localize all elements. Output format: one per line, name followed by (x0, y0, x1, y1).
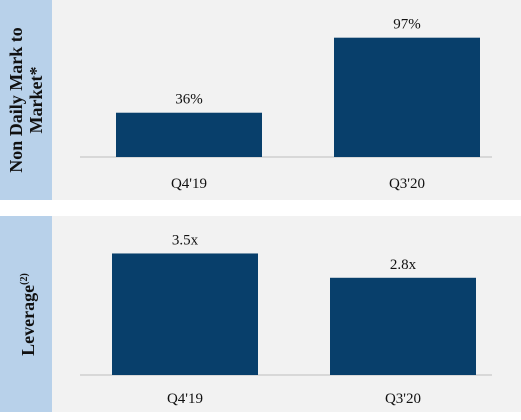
y-axis-label-main: Leverage (17, 284, 38, 356)
y-axis-label-line-2: Market* (26, 66, 46, 134)
data-label: 3.5x (172, 232, 199, 248)
bar (330, 277, 476, 375)
y-axis-label-line-1: Non Daily Mark to (6, 27, 26, 173)
leverage-chart: Leverage(2) 3.5x Q4'19 2.8x Q3'20 (0, 216, 521, 412)
y-axis-label-panel: Non Daily Mark to Market* (0, 0, 52, 200)
y-axis-label: Leverage(2) (15, 273, 38, 356)
chart-svg: 3.5x Q4'19 2.8x Q3'20 (80, 232, 492, 407)
chart-svg: 36% Q4'19 97% Q3'20 (80, 17, 492, 192)
y-axis-label-superscript: (2) (18, 272, 30, 285)
y-axis-label: Non Daily Mark to Market* (6, 27, 46, 173)
y-axis-label-panel: Leverage(2) (0, 216, 52, 412)
bar (116, 112, 262, 157)
plot-area: 3.5x Q4'19 2.8x Q3'20 (52, 216, 521, 412)
data-label: 2.8x (390, 257, 417, 273)
data-label: 36% (175, 92, 203, 108)
category-label: Q3'20 (389, 176, 425, 192)
data-label: 97% (393, 17, 421, 33)
plot-area: 36% Q4'19 97% Q3'20 (52, 0, 521, 200)
mark-to-market-chart: Non Daily Mark to Market* 36% Q4'19 97% Q3'… (0, 0, 521, 200)
category-label: Q3'20 (385, 391, 421, 407)
bar (334, 37, 480, 157)
bar (112, 253, 258, 375)
category-label: Q4'19 (167, 391, 203, 407)
category-label: Q4'19 (171, 176, 207, 192)
